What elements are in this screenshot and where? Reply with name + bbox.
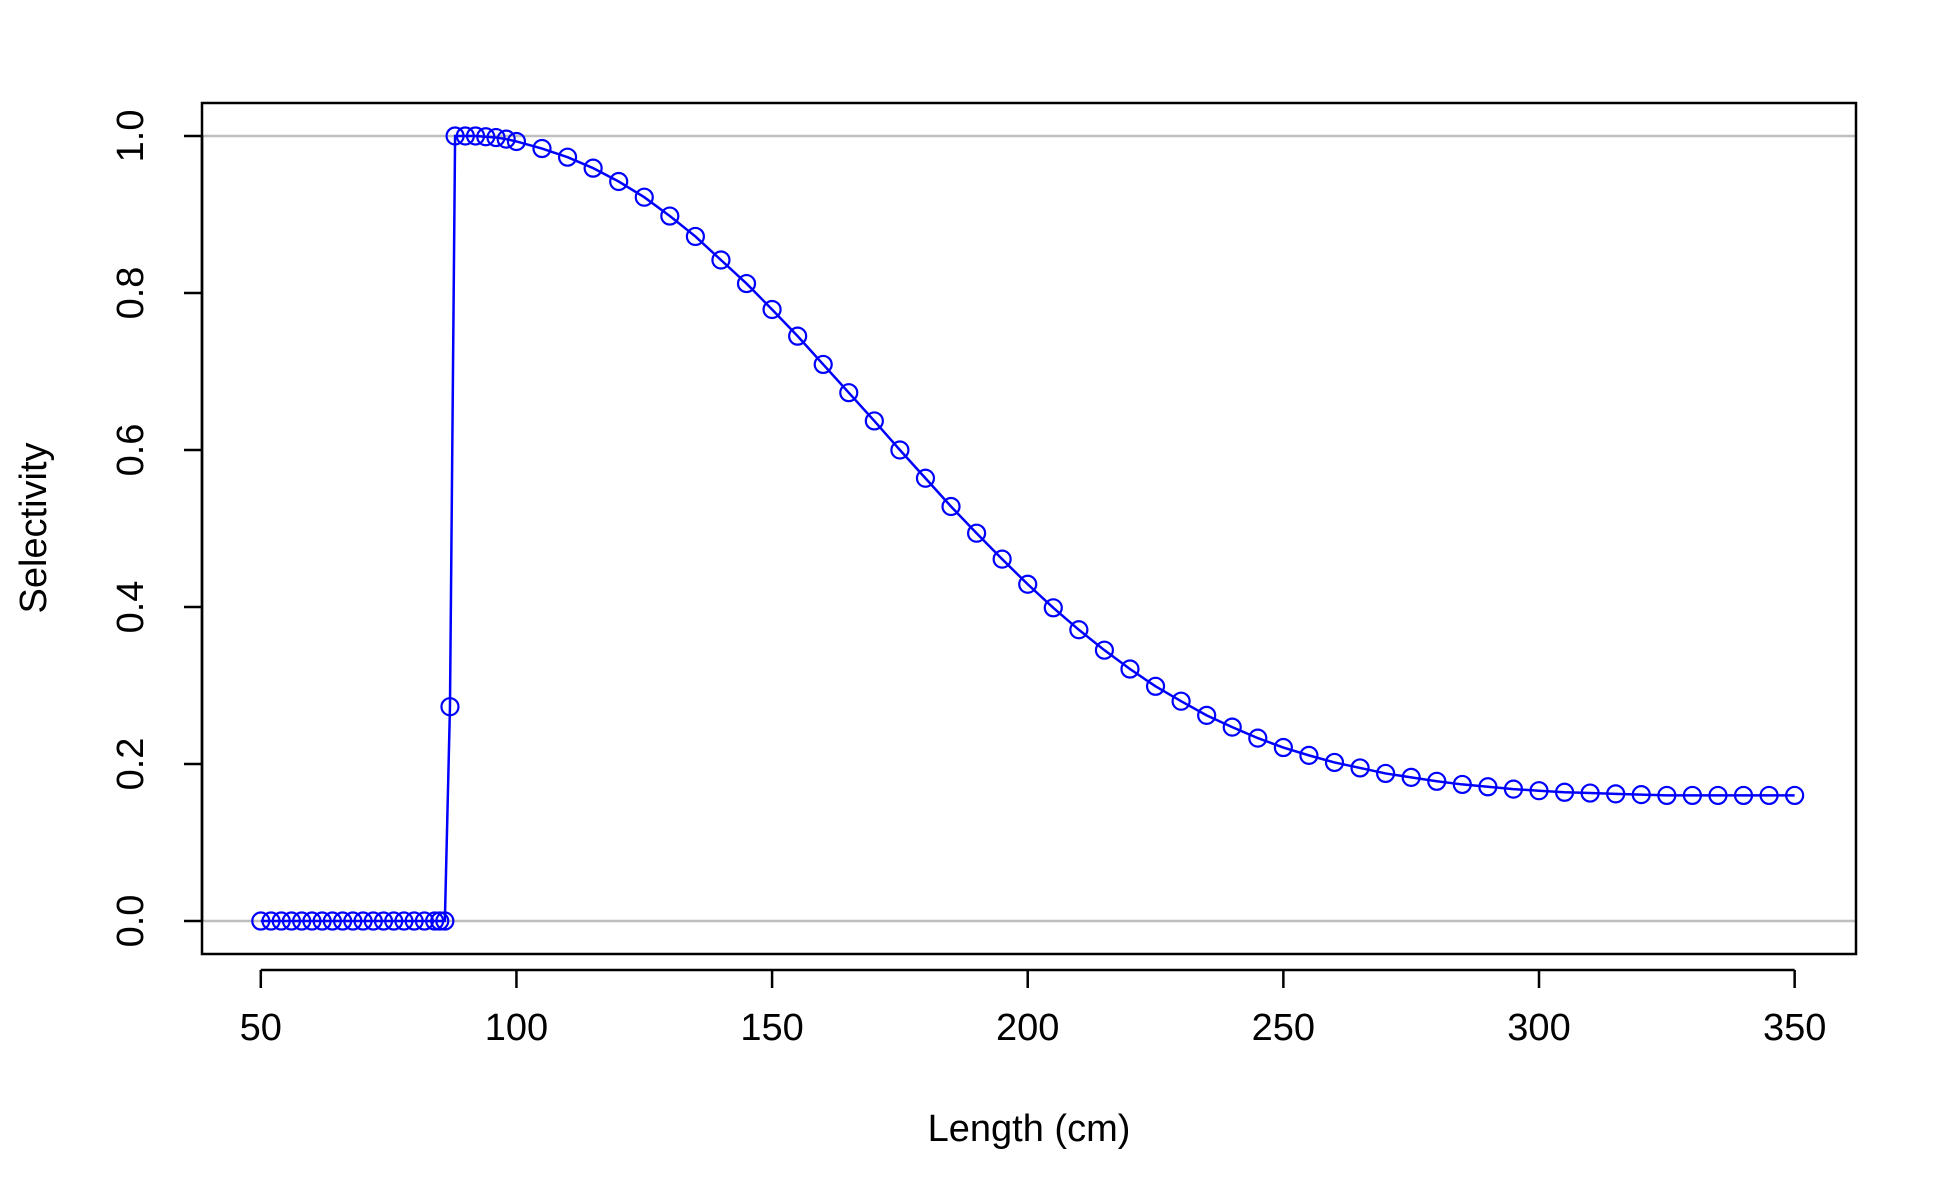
data-point (353, 911, 373, 931)
y-tick-label: 0.4 (110, 581, 152, 634)
data-point (1069, 620, 1089, 640)
data-point (476, 127, 496, 147)
x-tick-label: 250 (1252, 1007, 1315, 1049)
data-point (465, 126, 486, 146)
data-point (343, 911, 363, 931)
data-point (404, 911, 424, 931)
data-point (532, 138, 552, 159)
data-point (1018, 574, 1038, 594)
data-point (1094, 640, 1115, 660)
y-tick-label: 1.0 (110, 110, 152, 163)
data-point (1606, 784, 1626, 804)
data-point (440, 697, 460, 717)
data-point (1631, 785, 1651, 805)
data-point (1222, 717, 1242, 737)
data-point (941, 496, 961, 517)
y-tick-label: 0.6 (110, 424, 152, 477)
data-point (1145, 676, 1166, 696)
x-tick-label: 350 (1763, 1007, 1826, 1049)
data-point (711, 250, 731, 270)
data-point (1580, 783, 1600, 803)
data-point (1248, 728, 1268, 748)
data-point (1197, 705, 1217, 725)
data-point (425, 911, 445, 931)
data-point (1759, 785, 1779, 806)
data-point (1120, 659, 1140, 679)
data-point (445, 126, 465, 146)
data-point (1273, 737, 1293, 758)
data-point (736, 273, 757, 294)
data-point (1785, 785, 1805, 806)
x-axis: 50 100 150 200 250 300 350 (240, 968, 1826, 1049)
series-points-group (251, 126, 1805, 931)
data-point (506, 131, 527, 152)
data-point (1529, 781, 1549, 801)
data-point (373, 911, 394, 931)
y-tick-label: 0.0 (110, 895, 152, 948)
x-tick-label: 300 (1507, 1007, 1570, 1049)
data-point (609, 171, 629, 192)
data-point (251, 911, 271, 931)
y-tick-label: 0.8 (110, 267, 152, 320)
data-point (430, 911, 450, 931)
data-point (271, 911, 291, 931)
data-point (1171, 691, 1191, 711)
data-point (839, 383, 859, 403)
data-point (557, 147, 578, 167)
data-point (1452, 774, 1472, 795)
data-point (363, 911, 383, 931)
data-point (281, 911, 302, 931)
data-point (1733, 785, 1754, 806)
data-point (1299, 745, 1319, 765)
data-point (1324, 752, 1345, 773)
x-tick-label: 50 (240, 1007, 282, 1049)
data-point (1376, 763, 1396, 784)
x-tick-label: 200 (996, 1007, 1059, 1049)
data-point (394, 911, 414, 931)
data-point (261, 911, 281, 931)
data-point (1708, 785, 1728, 806)
data-point (992, 549, 1012, 569)
data-point (1682, 785, 1702, 806)
y-tick-label: 0.2 (110, 738, 152, 791)
data-point (813, 354, 833, 375)
data-point (1478, 777, 1498, 797)
data-point (788, 326, 808, 346)
data-point (333, 911, 353, 931)
data-point (915, 468, 936, 488)
x-tick-label: 100 (485, 1007, 548, 1049)
data-point (384, 911, 404, 931)
data-point (1427, 771, 1447, 791)
data-point (486, 127, 506, 148)
data-point (890, 440, 910, 460)
data-point (322, 911, 342, 931)
data-point (1503, 779, 1524, 799)
data-point (634, 187, 654, 207)
data-point (496, 129, 516, 149)
data-point (1350, 758, 1370, 778)
data-point (1657, 785, 1677, 806)
y-axis: 0.0 0.2 0.4 0.6 0.8 1.0 (110, 110, 204, 948)
data-point (1554, 782, 1575, 802)
data-point (1401, 767, 1421, 787)
data-point (455, 126, 475, 146)
data-point (685, 226, 705, 247)
data-point (864, 411, 884, 431)
x-axis-label: Length (cm) (928, 1108, 1131, 1150)
data-point (302, 911, 322, 931)
data-point (312, 911, 332, 931)
data-point (435, 911, 455, 931)
data-point (583, 158, 603, 178)
y-axis-label: Selectivity (13, 442, 55, 613)
data-point (414, 911, 435, 931)
data-point (966, 523, 987, 543)
x-tick-label: 150 (740, 1007, 803, 1049)
data-point (762, 299, 782, 320)
data-point (1043, 598, 1063, 618)
data-point (292, 911, 312, 931)
data-point (660, 206, 680, 226)
